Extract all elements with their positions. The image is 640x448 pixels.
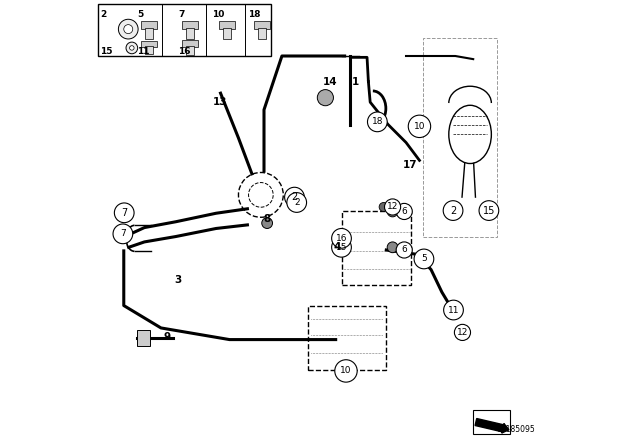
Circle shape: [414, 249, 434, 269]
Circle shape: [317, 90, 333, 106]
Text: 15: 15: [100, 47, 113, 56]
Bar: [99, 4, 271, 56]
Circle shape: [367, 112, 387, 132]
Text: 8: 8: [264, 214, 271, 224]
Bar: [182, 40, 198, 47]
Bar: [342, 211, 411, 285]
Text: 7: 7: [121, 208, 127, 218]
Bar: [141, 41, 157, 47]
Bar: [473, 410, 510, 434]
Bar: [137, 330, 150, 346]
Text: 6: 6: [401, 246, 407, 254]
Text: 7: 7: [178, 10, 184, 19]
Text: 12: 12: [457, 328, 468, 337]
Circle shape: [379, 202, 388, 211]
Text: 14: 14: [323, 77, 337, 86]
Bar: [308, 306, 387, 370]
Bar: [141, 21, 157, 29]
Text: 9: 9: [163, 332, 170, 342]
Text: 2: 2: [294, 198, 300, 207]
Bar: [186, 28, 194, 39]
Circle shape: [115, 203, 134, 223]
Text: 11: 11: [448, 306, 460, 314]
Circle shape: [408, 115, 431, 138]
Circle shape: [444, 300, 463, 320]
Text: 10: 10: [413, 122, 425, 131]
Text: 18: 18: [372, 117, 383, 126]
Circle shape: [285, 187, 305, 207]
Circle shape: [287, 193, 307, 212]
Text: 11: 11: [137, 47, 150, 56]
Circle shape: [332, 237, 351, 257]
Circle shape: [385, 199, 401, 215]
Text: 17: 17: [403, 160, 418, 170]
Bar: [186, 46, 194, 55]
Text: 13: 13: [213, 97, 228, 107]
Bar: [253, 21, 270, 29]
Circle shape: [113, 224, 132, 244]
Text: 10: 10: [212, 10, 224, 19]
Bar: [223, 28, 231, 39]
Text: 16: 16: [336, 234, 348, 243]
Circle shape: [332, 228, 351, 248]
Circle shape: [396, 203, 412, 220]
Text: 18: 18: [248, 10, 261, 19]
Text: 5: 5: [137, 10, 143, 19]
Circle shape: [387, 206, 398, 217]
Text: 15: 15: [336, 243, 348, 252]
Text: 2: 2: [450, 206, 456, 215]
Circle shape: [262, 218, 273, 228]
Circle shape: [118, 19, 138, 39]
Circle shape: [387, 242, 398, 253]
Bar: [145, 28, 153, 39]
Text: 1: 1: [351, 77, 358, 86]
Bar: [423, 38, 497, 237]
Circle shape: [479, 201, 499, 220]
Text: 6: 6: [401, 207, 407, 216]
Text: 2: 2: [291, 192, 298, 202]
Text: 5: 5: [421, 254, 427, 263]
Bar: [182, 21, 198, 29]
Bar: [258, 28, 266, 39]
Text: 2: 2: [100, 10, 107, 19]
Text: 00185095: 00185095: [497, 425, 536, 434]
Circle shape: [124, 25, 132, 34]
Bar: [145, 46, 153, 54]
Circle shape: [396, 242, 412, 258]
Text: 16: 16: [178, 47, 191, 56]
Text: 12: 12: [387, 202, 398, 211]
Circle shape: [458, 328, 467, 337]
Text: 4: 4: [333, 242, 340, 252]
Text: 7: 7: [120, 229, 125, 238]
Circle shape: [335, 360, 357, 382]
Circle shape: [443, 201, 463, 220]
Circle shape: [454, 324, 470, 340]
Text: 3: 3: [174, 275, 181, 285]
Circle shape: [126, 42, 138, 54]
Circle shape: [130, 46, 134, 50]
FancyArrow shape: [475, 418, 509, 433]
Text: 15: 15: [483, 206, 495, 215]
Bar: [219, 21, 235, 29]
Text: 10: 10: [340, 366, 352, 375]
